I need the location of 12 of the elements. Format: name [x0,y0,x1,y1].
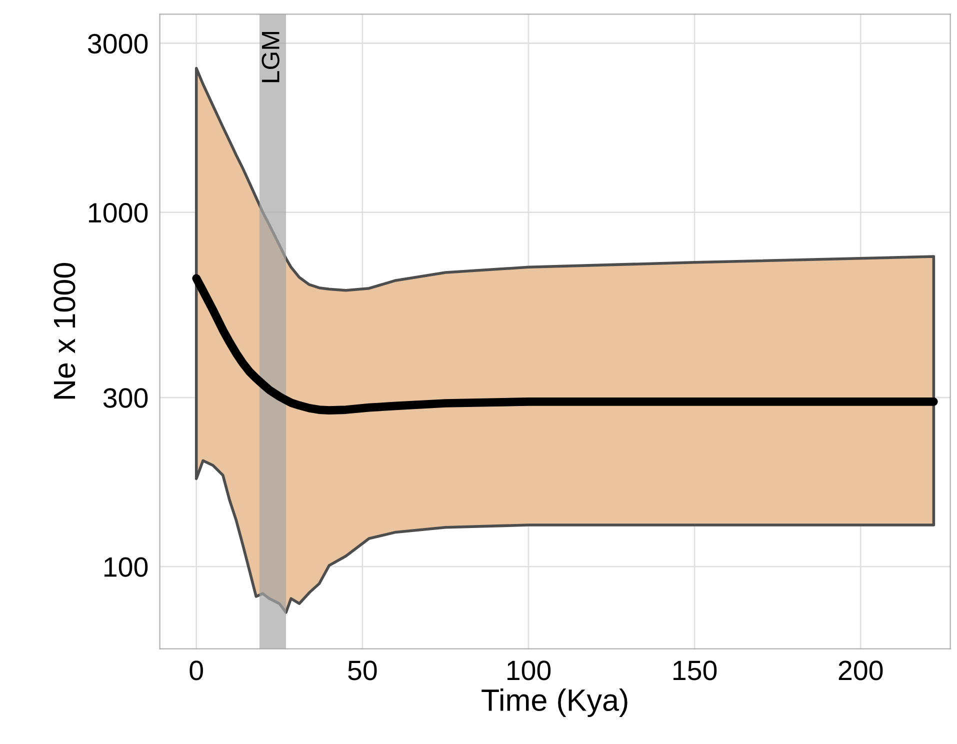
x-tick-label: 200 [838,660,883,680]
y-tick-label: 300 [103,388,148,408]
y-tick-label: 3000 [88,34,148,54]
x-tick-label: 50 [348,660,377,680]
band-label: LGM [262,32,280,82]
x-tick-label: 0 [190,660,203,680]
x-tick-label: 100 [507,660,551,680]
y-axis-title: Ne x 1000 [54,262,76,399]
y-tick-label: 100 [104,557,148,577]
x-axis-title: Time (Kya) [482,688,628,718]
y-tick-label: 1000 [89,202,148,223]
x-tick-label: 150 [674,660,717,680]
